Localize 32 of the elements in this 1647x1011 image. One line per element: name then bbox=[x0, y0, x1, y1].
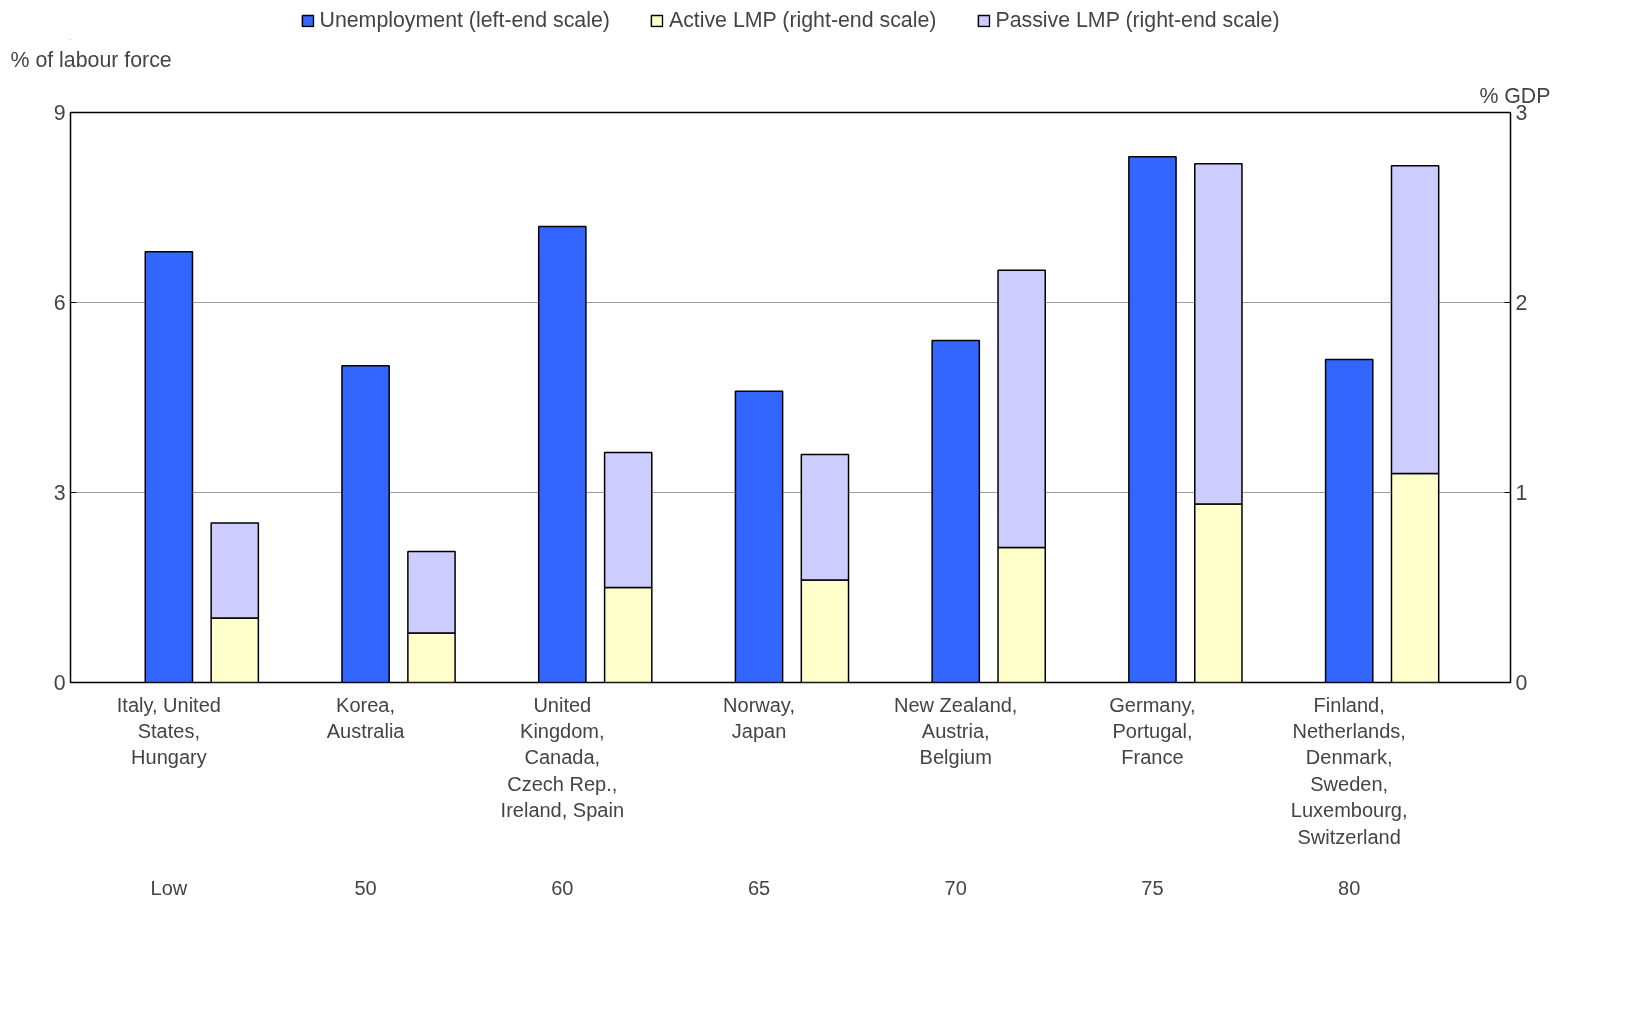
text: 50 bbox=[354, 876, 377, 899]
y2-tick-label: 2 bbox=[1515, 291, 1528, 315]
legend-label: Unemployment (left-end scale) bbox=[319, 7, 610, 33]
text: Low bbox=[150, 876, 188, 899]
x-tick-label: United Kingdom, Canada, Czech Rep., Ireland, Spain bbox=[500, 693, 625, 822]
y-tick-label: 6 bbox=[53, 291, 66, 315]
x-tick-label: Germany, Portugal, France bbox=[1109, 693, 1196, 769]
bar bbox=[341, 365, 390, 683]
bar bbox=[931, 339, 981, 683]
y2-tick-label: 1 bbox=[1515, 481, 1528, 505]
text: 75 bbox=[1141, 876, 1164, 899]
x-tick-label: Italy, United States, Hungary bbox=[116, 693, 221, 769]
y-tick-label: 9 bbox=[53, 101, 66, 125]
text: 80 bbox=[1338, 876, 1361, 899]
y2-tick-label: 0 bbox=[1515, 671, 1528, 695]
x-tick-label: Norway, Japan bbox=[723, 693, 795, 742]
x-tick-label: Finland, Netherlands, Denmark, Sweden, Luxembourg, Switzerland bbox=[1290, 693, 1408, 848]
bar bbox=[734, 390, 784, 683]
bar bbox=[537, 225, 587, 683]
bar bbox=[1324, 358, 1374, 683]
x-tick-label: Korea, Australia bbox=[326, 693, 406, 742]
x-tick-label: New Zealand, Austria, Belgium bbox=[894, 693, 1018, 769]
text: 65 bbox=[747, 876, 771, 899]
legend-label: Active LMP (right-end scale) bbox=[668, 7, 937, 33]
bar bbox=[144, 251, 194, 683]
text: 70 bbox=[944, 876, 967, 899]
y-axis-title: % of labour force bbox=[10, 47, 172, 72]
legend-label: Passive LMP (right-end scale) bbox=[995, 7, 1280, 33]
y-tick-label: 0 bbox=[53, 671, 66, 695]
text: 60 bbox=[551, 876, 574, 899]
y-tick-label: 3 bbox=[53, 481, 66, 505]
bar bbox=[1128, 156, 1177, 683]
